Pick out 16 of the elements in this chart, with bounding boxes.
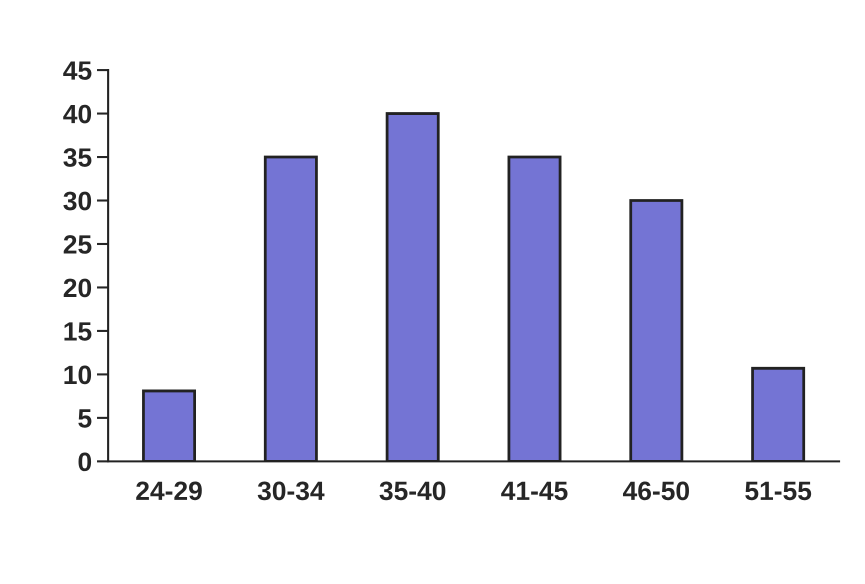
y-tick-label: 10	[64, 366, 92, 384]
y-tick-label: 25	[64, 235, 92, 254]
y-tick-label: 45	[63, 61, 92, 80]
y-tick-label: 30	[63, 192, 92, 210]
y-tick-label: 15	[64, 322, 92, 341]
y-tick-label: 0	[78, 452, 92, 472]
y-tick-label: 40	[63, 104, 92, 124]
y-tick-label: 20	[64, 278, 92, 298]
x-tick-label: 30-34	[258, 482, 324, 500]
x-tick-label: 46-50	[622, 482, 689, 500]
y-tick-label: 35	[63, 148, 92, 167]
x-tick-label: 51-55	[745, 482, 812, 500]
x-tick-label: 41-45	[501, 482, 568, 500]
y-tick-label: 5	[78, 409, 92, 428]
x-tick-label: 24-29	[136, 482, 202, 500]
x-tick-label: 35-40	[380, 482, 446, 500]
